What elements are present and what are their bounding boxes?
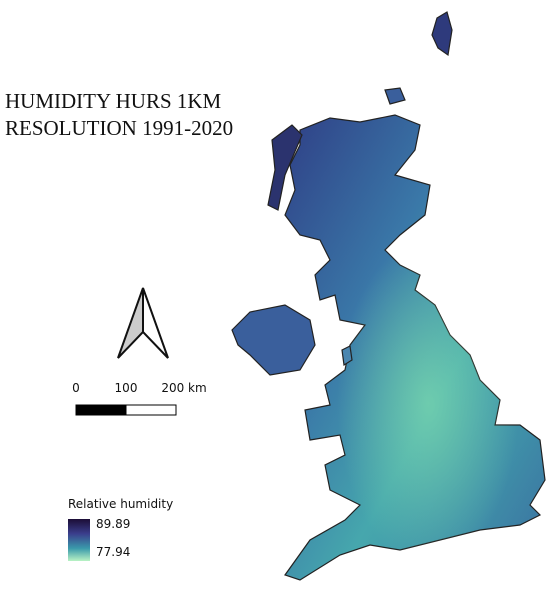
glow (285, 115, 545, 580)
land (231, 11, 546, 581)
scale-segment (75, 404, 127, 416)
scale-segment (125, 404, 177, 416)
legend-title: Relative humidity (68, 497, 173, 511)
legend-colorbar (68, 519, 90, 561)
legend-label: 77.94 (96, 545, 130, 559)
northern-ireland (231, 304, 316, 376)
isle-of-man (341, 345, 353, 367)
title: HUMIDITY HURS 1KM (5, 89, 222, 113)
arrow-right (142, 287, 169, 359)
scale-label: 200 km (161, 381, 206, 395)
scale-label: 100 (115, 381, 138, 395)
legend-label: 89.89 (96, 517, 130, 531)
title: RESOLUTION 1991-2020 (5, 116, 233, 140)
arrow-left (117, 287, 144, 359)
north-arrow (117, 287, 169, 359)
scale-label: 0 (72, 381, 80, 395)
orkney (384, 87, 406, 105)
shetland (431, 11, 453, 57)
hebrides (267, 124, 303, 211)
